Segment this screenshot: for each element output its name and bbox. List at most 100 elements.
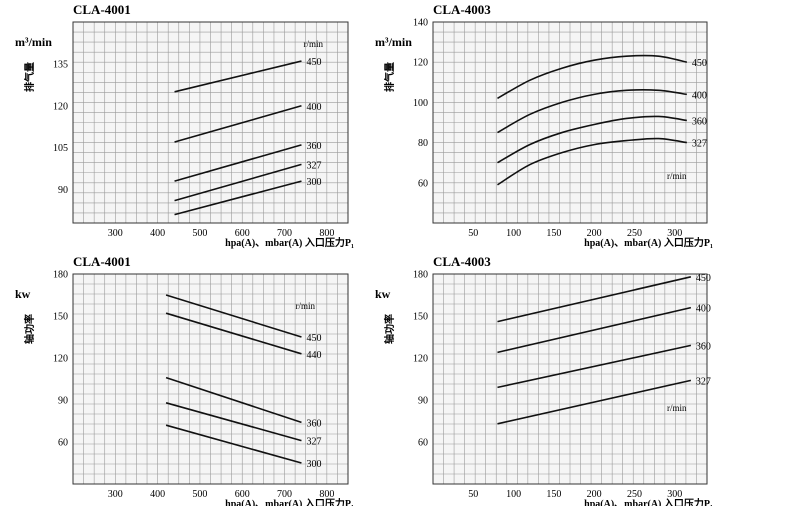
y-tick-label: 105 [53, 143, 68, 154]
y-tick-label: 80 [418, 138, 428, 149]
y-unit-label: kw [15, 287, 31, 301]
legend-title: r/min [295, 301, 315, 311]
x-tick-label: 200 [587, 228, 602, 239]
series-line-360 [165, 376, 302, 424]
chart-panel-4: CLA-4003 kw 轴功率 60 90 120 150 180 50 100 150 200 250… [375, 254, 713, 506]
series-line-450 [165, 294, 302, 338]
series-line-450 [497, 276, 692, 323]
series-label-400: 400 [696, 304, 711, 315]
legend-title: r/min [667, 403, 687, 413]
series-line-400 [174, 104, 302, 143]
x-tick-label: 50 [468, 489, 478, 500]
series-label-400: 400 [306, 102, 321, 113]
y-tick-label: 120 [53, 101, 68, 112]
plot-border [72, 21, 349, 224]
series-label-360: 360 [306, 418, 321, 429]
chart-panel-3: CLA-4001 kw 轴功率 60 90 120 150 180 300 400 500 600 70… [15, 254, 354, 506]
series-label-360: 360 [306, 141, 321, 152]
x-tick-label: 600 [235, 489, 250, 500]
plot-border [72, 273, 349, 485]
y-unit-label: kw [375, 287, 391, 301]
series-line-400 [497, 306, 692, 354]
series-line-450 [174, 60, 302, 93]
series-label-450: 450 [306, 57, 321, 68]
y-axis-label: 轴功率 [23, 314, 36, 344]
y-axis-label: 排气量 [383, 62, 396, 92]
y-tick-label: 90 [418, 396, 428, 407]
y-tick-label: 60 [58, 438, 68, 449]
y-tick-label: 60 [418, 178, 428, 189]
y-tick-label: 90 [58, 185, 68, 196]
y-unit-label: m³/min [15, 35, 52, 49]
x-tick-label: 300 [667, 228, 682, 239]
y-axis-label: 轴功率 [383, 314, 396, 344]
chart-title: CLA-4003 [433, 254, 491, 269]
legend-title: r/min [667, 171, 687, 181]
y-tick-label: 150 [53, 312, 68, 323]
series-label-440: 440 [306, 350, 321, 361]
x-axis-label: hpa(A)、mbar(A) 入口压力P₁ [225, 236, 354, 249]
series-line-400 [497, 89, 687, 134]
series-line-300 [165, 424, 302, 464]
series-label-450: 450 [306, 333, 321, 344]
y-tick-label: 150 [413, 312, 428, 323]
x-tick-label: 400 [150, 489, 165, 500]
series-label-327: 327 [696, 376, 711, 387]
series-line-327 [497, 379, 692, 425]
x-tick-label: 50 [468, 228, 478, 239]
series-label-327: 327 [306, 437, 321, 448]
x-tick-label: 150 [546, 228, 561, 239]
chart-title: CLA-4001 [73, 2, 131, 17]
series-label-327: 327 [692, 139, 707, 150]
y-tick-label: 100 [413, 98, 428, 109]
x-axis-label: hpa(A)、mbar(A) 入口压力P₁ [584, 236, 713, 249]
x-tick-label: 150 [546, 489, 561, 500]
plot-border [432, 273, 708, 485]
x-tick-label: 100 [506, 489, 521, 500]
series-line-327 [174, 163, 302, 202]
x-tick-label: 300 [108, 489, 123, 500]
series-line-360 [497, 115, 687, 164]
series-label-300: 300 [306, 177, 321, 188]
y-tick-label: 120 [413, 354, 428, 365]
x-tick-label: 400 [150, 228, 165, 239]
series-line-300 [174, 180, 302, 216]
series-label-450: 450 [696, 273, 711, 284]
x-tick-label: 800 [319, 489, 334, 500]
x-tick-label: 300 [667, 489, 682, 500]
series-line-327 [497, 137, 687, 186]
x-tick-label: 250 [627, 489, 642, 500]
y-tick-label: 120 [413, 58, 428, 69]
series-label-400: 400 [692, 90, 707, 101]
series-line-360 [174, 144, 302, 182]
x-tick-label: 300 [108, 228, 123, 239]
legend-title: r/min [303, 39, 323, 49]
series-line-327 [165, 402, 302, 442]
plot-border [432, 21, 708, 224]
y-tick-label: 120 [53, 354, 68, 365]
x-axis-label: hpa(A)、mbar(A) 入口压力P₁ [225, 497, 354, 506]
series-line-450 [497, 54, 688, 100]
x-tick-label: 700 [277, 489, 292, 500]
series-line-360 [497, 344, 692, 389]
x-tick-label: 500 [192, 228, 207, 239]
x-tick-label: 200 [587, 489, 602, 500]
series-label-300: 300 [306, 459, 321, 470]
chart-title: CLA-4001 [73, 254, 131, 269]
chart-title: CLA-4003 [433, 2, 491, 17]
y-tick-label: 135 [53, 59, 68, 70]
y-tick-label: 180 [413, 270, 428, 281]
series-line-440 [165, 312, 302, 355]
y-tick-label: 140 [413, 18, 428, 29]
series-label-327: 327 [306, 160, 321, 171]
series-label-360: 360 [696, 341, 711, 352]
x-axis-label: hpa(A)、mbar(A) 入口压力P₁ [584, 497, 713, 506]
series-label-450: 450 [692, 58, 707, 69]
x-tick-label: 800 [319, 228, 334, 239]
series-label-360: 360 [692, 116, 707, 127]
y-tick-label: 180 [53, 270, 68, 281]
chart-panel-2: CLA-4003 m³/min 排气量 60 80 100 120 140 50 100 150 20… [375, 2, 713, 249]
y-tick-label: 90 [58, 396, 68, 407]
y-unit-label: m³/min [375, 35, 412, 49]
